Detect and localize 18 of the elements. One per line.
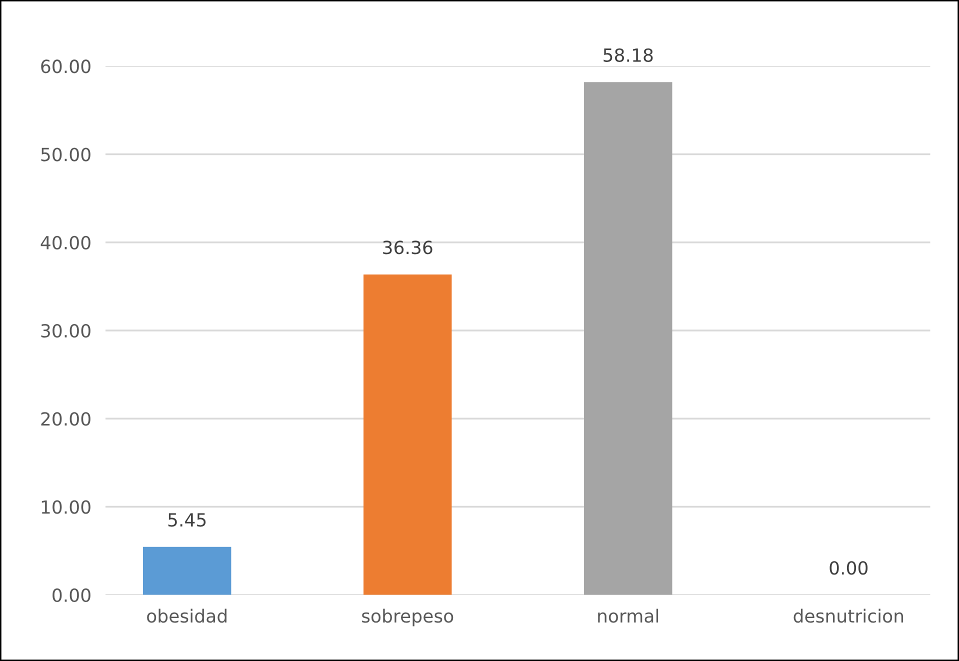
x-tick-label: desnutricion [794,608,904,623]
bar [584,82,672,595]
data-label: 36.36 [383,240,432,254]
y-tick-label: 20.00 [41,412,90,426]
y-tick-label: 30.00 [41,324,90,338]
bar [142,546,232,595]
x-tick-label: obesidad [147,608,226,623]
x-tick-label: normal [598,608,658,623]
y-tick-label: 40.00 [40,236,90,250]
data-label: 0.00 [830,561,868,575]
y-tick-label: 60.00 [41,60,90,74]
data-label: 5.45 [168,513,206,527]
y-tick-label: 10.00 [42,500,90,514]
x-tick-label: sobrepeso [362,608,454,626]
y-tick-label: 0.00 [52,588,90,602]
bar [363,274,452,595]
data-label: 58.18 [604,48,653,62]
y-tick-label: 50.00 [41,148,90,162]
